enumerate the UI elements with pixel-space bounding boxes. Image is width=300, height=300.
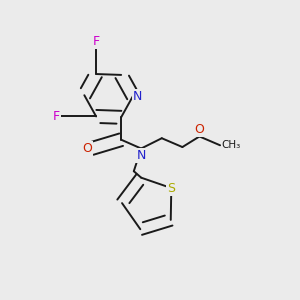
Text: O: O xyxy=(82,142,92,155)
Text: S: S xyxy=(167,182,175,195)
Text: O: O xyxy=(194,124,204,136)
Text: N: N xyxy=(133,90,142,103)
Text: CH₃: CH₃ xyxy=(221,140,241,150)
Text: F: F xyxy=(53,110,60,123)
Text: F: F xyxy=(93,35,100,48)
Text: N: N xyxy=(136,148,146,161)
